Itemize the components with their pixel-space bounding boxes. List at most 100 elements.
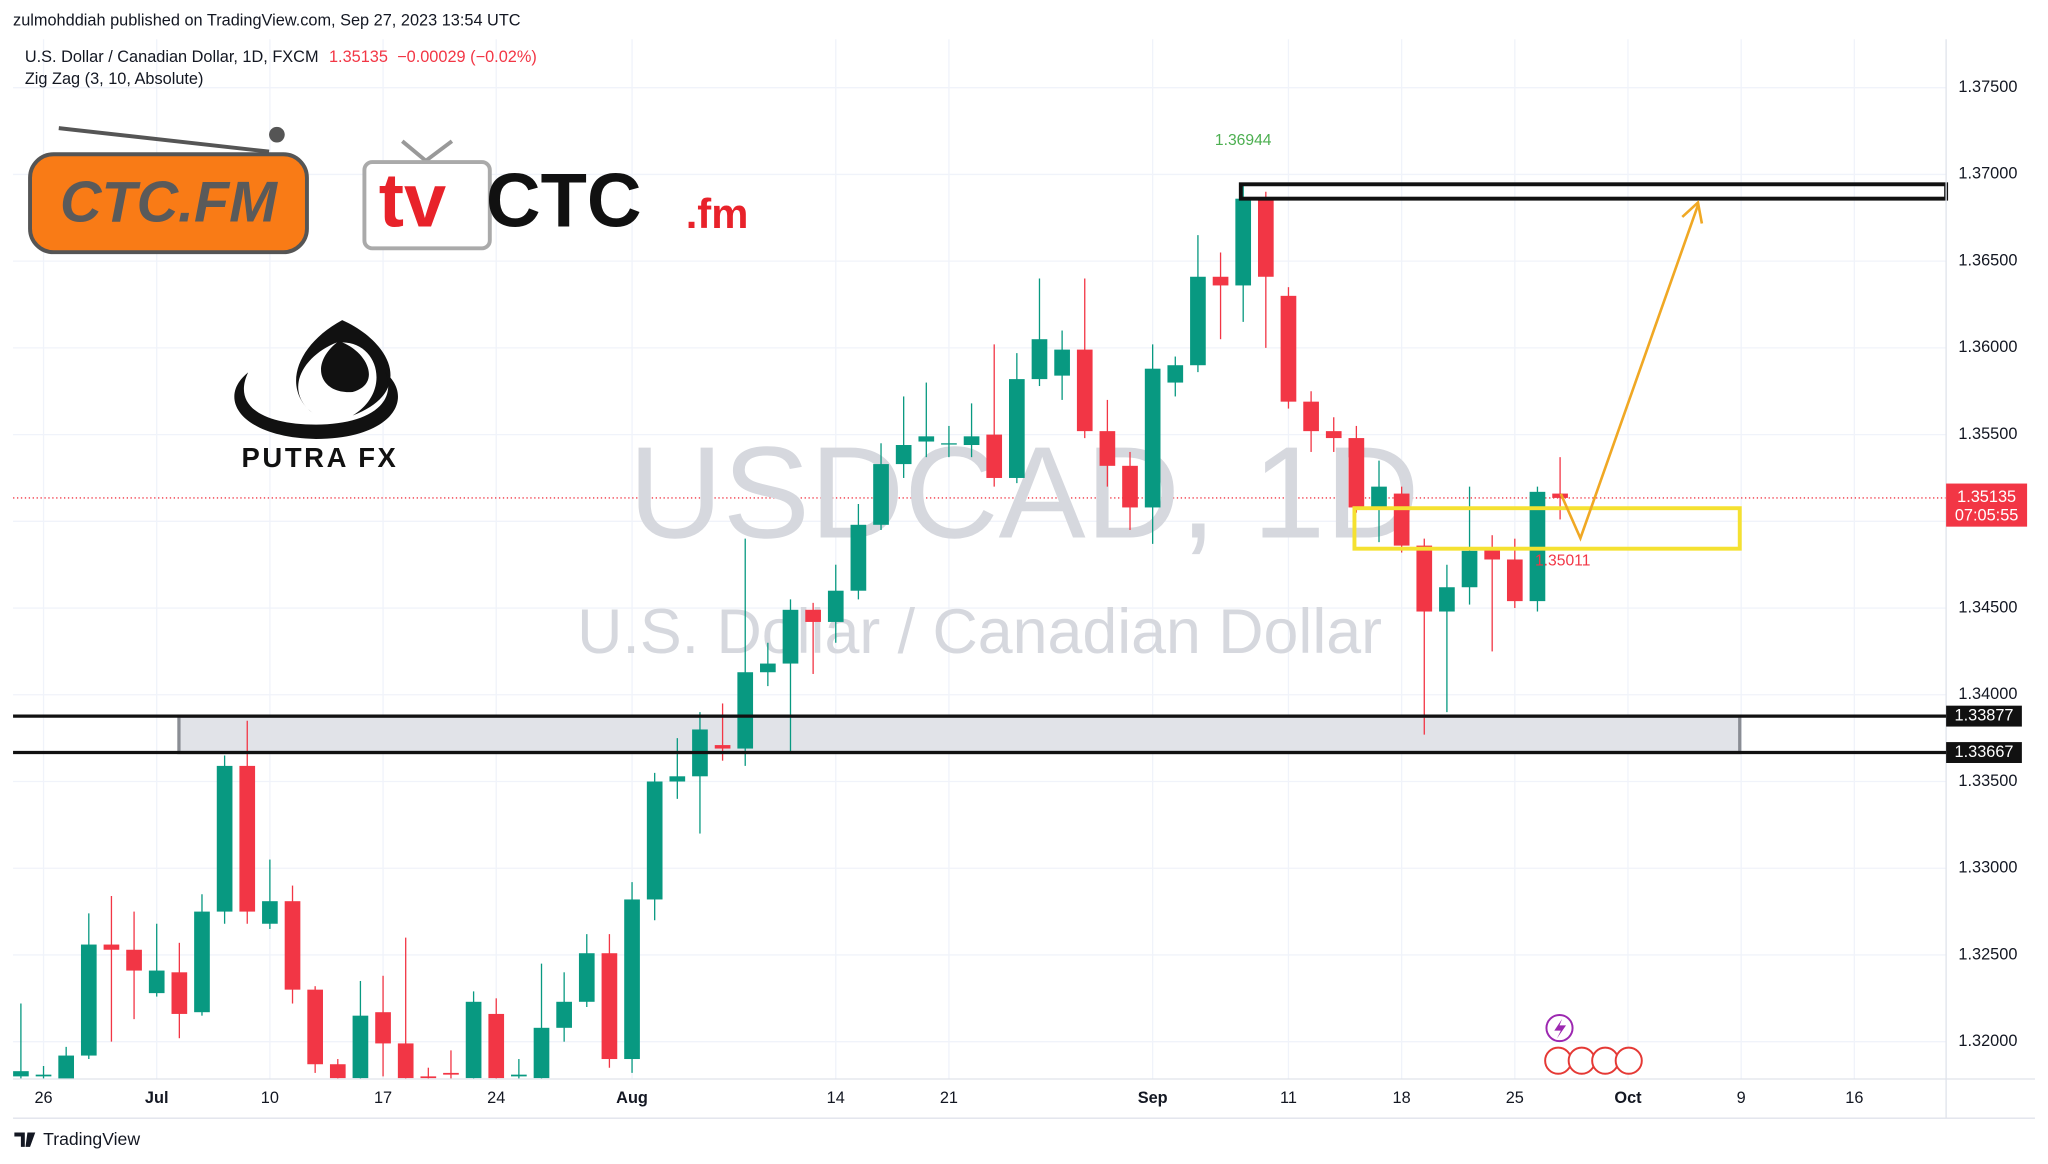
candle-body (488, 1013, 505, 1079)
candle-body (1144, 368, 1161, 508)
projection-arrow (1559, 204, 1700, 542)
x-tick-label: Aug (616, 1089, 648, 1107)
candle-body (1235, 198, 1252, 286)
x-tick-label: Oct (1614, 1089, 1642, 1107)
candle-body (262, 901, 278, 924)
candle-body (578, 953, 595, 1002)
candle-body (1190, 276, 1206, 366)
candle-body (35, 1074, 52, 1077)
candle-body (420, 1076, 437, 1079)
published-line: zulmohddiah published on TradingView.com… (13, 11, 521, 29)
candle-body (760, 663, 776, 673)
candle-body (13, 1071, 29, 1077)
candle-body (1416, 545, 1433, 612)
candle-body (669, 776, 686, 782)
footer-logo: TradingView (14, 1129, 140, 1149)
tvctc-suffix: .fm (686, 190, 749, 237)
candle-body (601, 953, 618, 1060)
candle-body (1529, 491, 1546, 602)
candle-body (239, 765, 256, 912)
candle-body (1506, 559, 1523, 602)
candle-body (1348, 438, 1365, 508)
header-price: 1.35135 (329, 48, 388, 66)
candle-body (1099, 431, 1116, 466)
last-price-badge (1946, 483, 2028, 527)
indicator-label: Zig Zag (3, 10, Absolute) (25, 70, 204, 88)
candle-body (918, 436, 935, 442)
tvctc-prefix: tv (379, 159, 446, 244)
candle-body (827, 590, 844, 622)
demand-box (1352, 506, 1742, 551)
candle-body (80, 944, 97, 1056)
candle-body (126, 949, 142, 971)
candle-body (1303, 401, 1319, 432)
candle-body (1212, 276, 1229, 286)
candle-body (1031, 339, 1048, 380)
tvctc-main: CTC (486, 159, 642, 244)
candle-body (963, 436, 980, 446)
candle-body (556, 1001, 572, 1028)
tvctc-logo: tv CTC .fm (362, 139, 749, 251)
candle-body (737, 672, 754, 749)
level-badge-label: 1.33877 (1955, 706, 2014, 724)
candle-body (465, 1001, 482, 1079)
candle-body (1439, 587, 1455, 612)
putra-logo-text: PUTRA FX (242, 442, 399, 473)
x-tick-label: Jul (145, 1089, 169, 1107)
y-tick-label: 1.36500 (1958, 251, 2017, 269)
candle-body (1393, 493, 1410, 546)
y-tick-label: 1.33500 (1958, 772, 2017, 790)
candle-body (1054, 349, 1070, 376)
candle-body (986, 434, 1003, 478)
x-tick-label: 26 (34, 1089, 52, 1107)
candle-body (171, 972, 188, 1014)
y-tick-label: 1.32500 (1958, 945, 2017, 963)
footer-text: TradingView (43, 1129, 140, 1149)
candle-body (352, 1015, 369, 1079)
candle-body (941, 443, 957, 445)
x-tick-label: 17 (374, 1089, 392, 1107)
countdown-label: 07:05:55 (1955, 507, 2019, 525)
candle-body (1257, 198, 1274, 277)
candle-body (307, 989, 323, 1065)
candle-body (646, 781, 663, 900)
y-tick-label: 1.34500 (1958, 598, 2017, 616)
candle-body (1009, 379, 1025, 478)
candle-body (511, 1074, 527, 1077)
x-tick-label: 16 (1845, 1089, 1863, 1107)
level-badge-label: 1.33667 (1955, 743, 2014, 761)
watermark-name: U.S. Dollar / Canadian Dollar (577, 597, 1382, 667)
candle-body (1325, 431, 1342, 439)
candle-body (1167, 365, 1184, 383)
x-tick-label: 24 (487, 1089, 505, 1107)
ctc-logo-text: CTC.FM (60, 171, 278, 235)
level-badge (1946, 742, 2022, 763)
y-tick-label: 1.36000 (1958, 338, 2017, 356)
candle-body (194, 911, 210, 1013)
candle-body (873, 464, 889, 525)
header-change: −0.00029 (−0.02%) (397, 48, 537, 66)
candle-body (375, 1012, 391, 1044)
y-tick-label: 1.35500 (1958, 425, 2017, 443)
ctc-logo: CTC.FM (28, 126, 309, 255)
candle-body (216, 765, 233, 912)
candle-body (624, 899, 640, 1060)
candle-body (1461, 550, 1478, 588)
arrow-head (1681, 200, 1704, 224)
x-tick-label: 14 (827, 1089, 845, 1107)
candle-body (329, 1064, 346, 1079)
symbol-info: U.S. Dollar / Canadian Dollar, 1D, FXCM (25, 48, 319, 66)
last-price-label: 1.35135 (1957, 488, 2016, 506)
candle-body (58, 1055, 75, 1079)
candle-body (782, 609, 799, 664)
candle-body (1280, 295, 1297, 402)
x-tick-label: 18 (1393, 1089, 1411, 1107)
plot-area (13, 184, 1568, 1079)
candle-body (103, 944, 120, 950)
y-tick-label: 1.37500 (1958, 78, 2017, 96)
candle-body (895, 445, 912, 465)
candle-body (1076, 349, 1093, 432)
